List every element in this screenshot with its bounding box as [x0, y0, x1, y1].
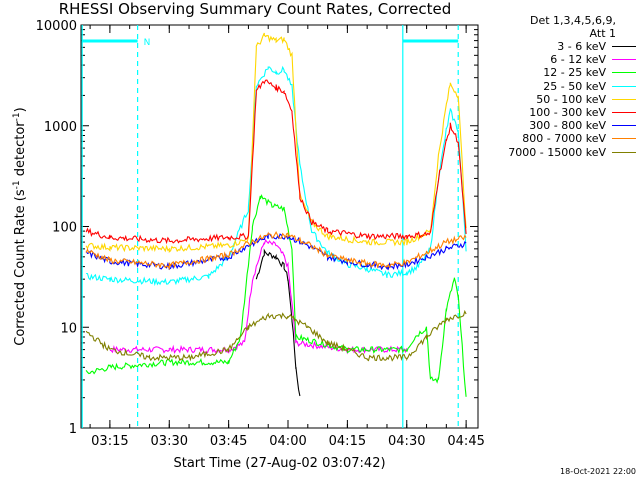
legend-row: 800 - 7000 keV	[480, 132, 640, 145]
series-line	[109, 238, 408, 355]
legend-label: 6 - 12 keV	[550, 53, 606, 67]
legend-row: 7000 - 15000 keV	[480, 146, 640, 159]
legend-swatch	[612, 98, 636, 100]
legend-label: 100 - 300 keV	[529, 105, 606, 119]
series-line	[85, 79, 467, 245]
legend-label: 7000 - 15000 keV	[508, 145, 606, 159]
y-tick-label: 1	[69, 422, 77, 437]
legend-swatch	[612, 72, 636, 74]
legend-row: 300 - 800 keV	[480, 119, 640, 132]
y-tick-label: 10000	[36, 19, 77, 34]
legend-swatch	[612, 85, 636, 87]
y-tick-label: 10	[60, 321, 77, 336]
series-line	[85, 309, 467, 362]
legend: Det 1,3,4,5,6,9, Att 1 3 - 6 keV 6 - 12 k…	[480, 14, 640, 159]
x-tick-label: 04:45	[447, 434, 484, 449]
x-tick-label: 03:15	[91, 434, 128, 449]
night-marker-label: N	[144, 38, 151, 48]
chart-title: RHESSI Observing Summary Count Rates, Co…	[58, 0, 452, 18]
legend-row: 6 - 12 keV	[480, 53, 640, 66]
legend-label: 50 - 100 keV	[536, 92, 606, 106]
legend-label: 300 - 800 keV	[529, 119, 606, 133]
x-tick-label: 04:15	[329, 434, 366, 449]
legend-swatch	[612, 111, 636, 113]
legend-row: 100 - 300 keV	[480, 106, 640, 119]
x-tick-label: 04:00	[269, 434, 306, 449]
legend-label: 12 - 25 keV	[543, 66, 606, 80]
legend-swatch	[612, 46, 636, 47]
series-line	[85, 32, 467, 253]
x-tick-label: 03:45	[210, 434, 247, 449]
y-axis-label: Corrected Count Rate (s-1 detector-1)	[12, 107, 28, 345]
y-tick-label: 1000	[44, 120, 77, 135]
y-tick-label: 100	[52, 221, 77, 236]
legend-label: 3 - 6 keV	[557, 40, 606, 53]
plot-frame	[80, 24, 479, 429]
legend-header-line2: Att 1	[589, 27, 616, 40]
legend-swatch	[612, 125, 636, 127]
footer-timestamp: 18-Oct-2021 22:00	[560, 467, 636, 476]
series-line	[85, 193, 467, 397]
legend-swatch	[612, 59, 636, 61]
legend-row: 50 - 100 keV	[480, 93, 640, 106]
series-line	[85, 231, 467, 271]
series-line	[255, 248, 301, 397]
legend-label: 800 - 7000 keV	[522, 132, 606, 146]
legend-row: 3 - 6 keV	[480, 40, 640, 53]
legend-header-line1: Det 1,3,4,5,6,9,	[529, 14, 616, 27]
x-axis-label: Start Time (27-Aug-02 03:07:42)	[173, 456, 385, 471]
legend-swatch	[612, 151, 636, 153]
series-line	[86, 65, 467, 287]
x-tick-label: 03:30	[151, 434, 188, 449]
legend-row: 12 - 25 keV	[480, 66, 640, 79]
legend-swatch	[612, 138, 636, 140]
legend-label: 25 - 50 keV	[543, 79, 606, 93]
x-tick-label: 04:30	[388, 434, 425, 449]
legend-row: 25 - 50 keV	[480, 80, 640, 93]
